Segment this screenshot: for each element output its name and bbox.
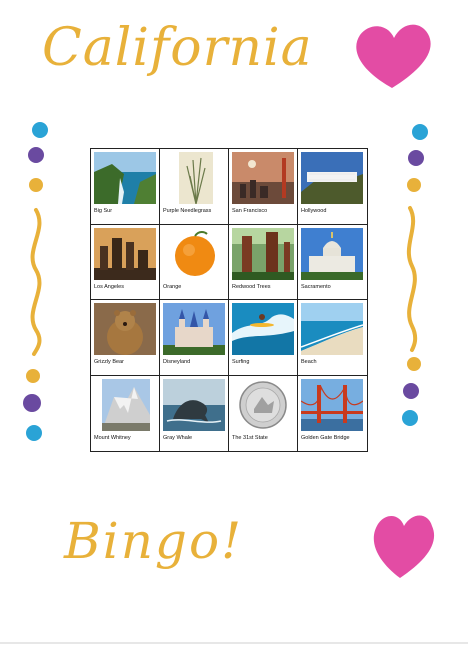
beach-photo-icon — [301, 303, 363, 355]
squiggle-icon — [406, 206, 418, 352]
bingo-cell[interactable]: Mount Whitney — [91, 375, 160, 451]
bingo-cell-label: Hollywood — [301, 208, 327, 214]
heart-icon-top — [356, 24, 431, 88]
bingo-cell[interactable]: Disneyland — [160, 300, 229, 376]
bingo-cell[interactable]: Orange — [160, 224, 229, 300]
dot-icon — [407, 357, 421, 371]
page-subtitle: Bingo! — [64, 512, 244, 570]
bingo-cell-label: Redwood Trees — [232, 283, 271, 290]
bingo-cell-label: Golden Gate Bridge — [301, 434, 350, 441]
dot-icon — [26, 369, 40, 383]
mountain-photo-icon — [94, 378, 156, 431]
bingo-cell[interactable]: San Francisco — [229, 149, 298, 225]
bingo-cell[interactable]: Hollywood — [298, 149, 367, 225]
dot-icon — [412, 124, 428, 140]
dot-icon — [402, 410, 418, 426]
dot-icon — [32, 122, 48, 138]
dot-icon — [28, 147, 44, 163]
page-title: California — [42, 18, 313, 78]
bingo-cell-label: Disneyland — [163, 359, 191, 365]
dot-icon — [403, 383, 419, 399]
bingo-cell-label: Big Sur — [94, 208, 113, 214]
whale-photo-icon — [163, 378, 225, 431]
bingo-cell[interactable]: Purple Needlegrass — [160, 149, 229, 225]
surfing-photo-icon — [232, 303, 294, 355]
bingo-cell[interactable]: Sacramento — [298, 224, 367, 300]
dot-icon — [407, 178, 421, 192]
grizzly-bear-photo-icon — [94, 303, 156, 355]
bingo-cell[interactable]: The 31st State — [229, 375, 298, 451]
san-francisco-photo-icon — [232, 152, 294, 204]
bingo-cell[interactable]: Big Sur — [91, 149, 160, 225]
capitol-photo-icon — [301, 227, 363, 280]
redwood-trees-photo-icon — [232, 227, 294, 280]
bingo-cell-label: Los Angeles — [94, 283, 124, 290]
bingo-cell-label: Mount Whitney — [94, 434, 131, 441]
hollywood-sign-photo-icon — [301, 152, 363, 204]
squiggle-icon — [30, 208, 42, 356]
bingo-cell[interactable]: Redwood Trees — [229, 224, 298, 300]
bingo-cell-label: Grizzly Bear — [94, 359, 124, 365]
big-sur-photo-icon — [94, 152, 156, 204]
bingo-cell-label: San Francisco — [232, 208, 268, 214]
dot-icon — [26, 425, 42, 441]
bingo-cell[interactable]: Golden Gate Bridge — [298, 375, 367, 451]
bingo-cell[interactable]: Gray Whale — [160, 375, 229, 451]
bingo-cell-label: The 31st State — [232, 434, 268, 441]
bingo-cell[interactable]: Beach — [298, 300, 367, 376]
dot-icon — [408, 150, 424, 166]
bingo-cell-label: Gray Whale — [163, 434, 193, 441]
bingo-cell[interactable]: Los Angeles — [91, 224, 160, 300]
bingo-grid: Big Sur Purple Needlegrass — [90, 148, 368, 452]
bingo-cell[interactable]: Grizzly Bear — [91, 300, 160, 376]
bingo-cell-label: Orange — [163, 283, 182, 290]
heart-icon-bottom — [373, 515, 435, 578]
bingo-cell-label: Purple Needlegrass — [163, 208, 212, 214]
disneyland-castle-photo-icon — [163, 303, 225, 355]
los-angeles-photo-icon — [94, 227, 156, 280]
orange-photo-icon — [163, 227, 225, 280]
quarter-coin-photo-icon — [232, 378, 294, 431]
bingo-cell-label: Beach — [301, 359, 317, 365]
dot-icon — [29, 178, 43, 192]
needlegrass-photo-icon — [163, 152, 225, 204]
golden-gate-bridge-photo-icon — [301, 378, 363, 431]
bingo-cell[interactable]: Surfing — [229, 300, 298, 376]
dot-icon — [23, 394, 41, 412]
bingo-cell-label: Sacramento — [301, 283, 331, 290]
bingo-cell-label: Surfing — [232, 359, 250, 365]
